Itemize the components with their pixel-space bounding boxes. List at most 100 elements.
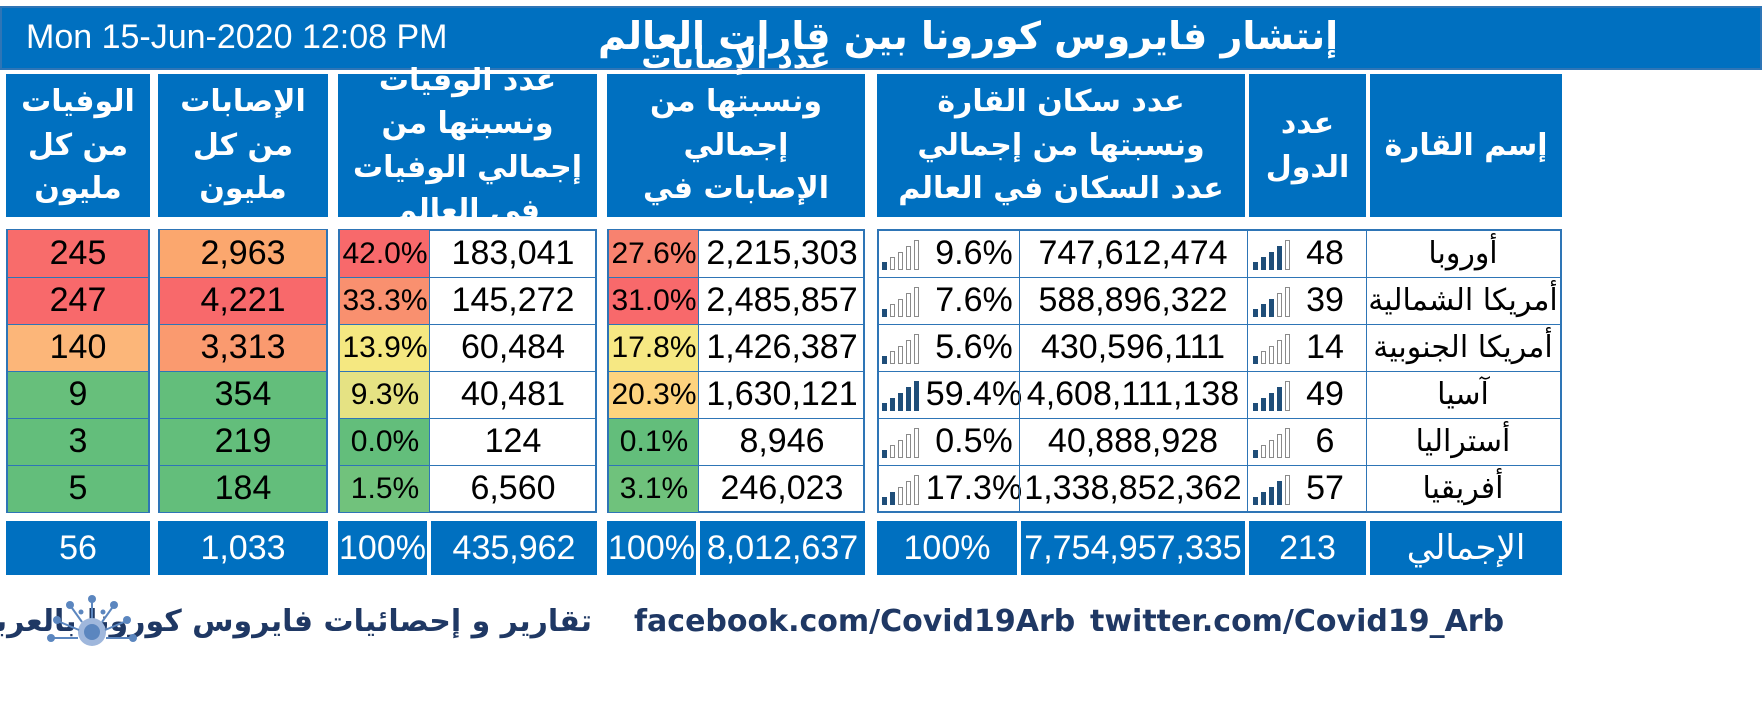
row-divider <box>877 324 1562 325</box>
header-cases: عدد الإصابات ونسبتها من إجمالي الإصابات … <box>607 41 865 250</box>
column-divider <box>698 229 699 513</box>
countries-count: 49 <box>1306 375 1344 413</box>
population: 40,888,928 <box>1047 422 1219 460</box>
header-deaths-per-million: الوفيات من كل مليون <box>6 74 150 217</box>
row-divider <box>6 277 150 278</box>
cases-per-million: 4,221 <box>160 277 326 324</box>
continent-name: أمريكا الجنوبية <box>1373 330 1553 365</box>
countries-count: 39 <box>1306 281 1344 319</box>
cases: 1,630,121 <box>706 375 858 413</box>
continent-name: أفريقيا <box>1422 471 1504 506</box>
deaths: 183,041 <box>451 234 575 272</box>
population: 588,896,322 <box>1038 281 1228 319</box>
row-divider <box>607 371 865 372</box>
twitter-link[interactable]: twitter.com/Covid19_Arb <box>1090 604 1505 639</box>
population-pct: 59.4% <box>925 375 1023 413</box>
row-divider <box>158 418 328 419</box>
row-divider <box>338 418 597 419</box>
row-divider <box>158 277 328 278</box>
population-signal-icon <box>882 238 919 270</box>
title-bar <box>0 6 1762 70</box>
deaths: 6,560 <box>470 469 556 507</box>
countries-signal-icon <box>1253 379 1290 411</box>
totals-cases: 8,012,637 <box>700 521 865 575</box>
row-divider <box>877 418 1562 419</box>
population-pct: 7.6% <box>935 281 1013 319</box>
row-divider <box>877 277 1562 278</box>
cases-pct: 17.8% <box>609 324 699 371</box>
deaths: 124 <box>484 422 542 460</box>
countries-signal-icon <box>1253 473 1290 505</box>
totals-pop-pct: 100% <box>877 521 1017 575</box>
footer-arabic-title: تقارير و إحصائيات فايروس كورونا بالعربي <box>0 604 592 639</box>
column-divider <box>429 229 430 513</box>
continent-name: أستراليا <box>1415 424 1511 459</box>
totals-deaths-pct: 100% <box>338 521 427 575</box>
population: 430,596,111 <box>1040 328 1226 366</box>
population-pct: 5.6% <box>935 328 1013 366</box>
totals-cases-per-million: 1,033 <box>158 521 328 575</box>
cases-pct: 20.3% <box>609 371 699 418</box>
row-divider <box>6 371 150 372</box>
totals-label: الإجمالي <box>1406 528 1526 568</box>
countries-count: 6 <box>1315 422 1335 460</box>
countries-signal-icon <box>1253 332 1290 364</box>
deaths: 60,484 <box>461 328 565 366</box>
deaths-pct: 9.3% <box>340 371 430 418</box>
header-deaths: عدد الوفيات ونسبتها من إجمالي الوفيات في… <box>338 63 597 228</box>
row-divider <box>158 324 328 325</box>
cases: 8,946 <box>739 422 825 460</box>
countries-signal-icon <box>1253 238 1290 270</box>
population-signal-icon <box>882 379 919 411</box>
row-divider <box>877 371 1562 372</box>
cases: 1,426,387 <box>706 328 858 366</box>
population-signal-icon <box>882 285 919 317</box>
row-divider <box>338 371 597 372</box>
countries-signal-icon <box>1253 426 1290 458</box>
population-pct: 17.3% <box>925 469 1023 507</box>
countries-count: 48 <box>1306 234 1344 272</box>
column-divider <box>1247 229 1248 513</box>
countries-count: 57 <box>1306 469 1344 507</box>
population-pct: 0.5% <box>935 422 1013 460</box>
facebook-link[interactable]: facebook.com/Covid19Arb <box>634 604 1076 639</box>
population-pct: 9.6% <box>935 234 1013 272</box>
row-divider <box>338 277 597 278</box>
deaths-pct: 13.9% <box>340 324 430 371</box>
row-divider <box>607 324 865 325</box>
column-divider <box>1019 229 1020 513</box>
continent-name: أوروبا <box>1428 236 1498 271</box>
totals-deaths: 435,962 <box>431 521 597 575</box>
header-continent: إسم القارة <box>1370 74 1562 217</box>
cases-per-million: 184 <box>160 465 326 512</box>
continent-name: آسيا <box>1437 377 1489 412</box>
column-divider <box>1366 229 1367 513</box>
cases-pct: 27.6% <box>609 230 699 277</box>
header-countries: عدد الدول <box>1249 74 1366 217</box>
population-signal-icon <box>882 473 919 505</box>
population-signal-icon <box>882 332 919 364</box>
row-divider <box>607 418 865 419</box>
cases-per-million: 219 <box>160 418 326 465</box>
row-divider <box>6 418 150 419</box>
deaths-pct: 33.3% <box>340 277 430 324</box>
cases: 2,485,857 <box>706 281 858 319</box>
continent-name: أمريكا الشمالية <box>1368 283 1558 318</box>
countries-count: 14 <box>1306 328 1344 366</box>
row-divider <box>158 371 328 372</box>
report-date: Mon 15-Jun-2020 12:08 PM <box>26 18 448 56</box>
header-population: عدد سكان القارة ونسبتها من إجمالي عدد ال… <box>877 74 1245 217</box>
deaths-per-million: 140 <box>8 324 148 371</box>
totals-label-cell <box>1370 521 1562 575</box>
deaths-pct: 42.0% <box>340 230 430 277</box>
cases-per-million: 354 <box>160 371 326 418</box>
header-cases-per-million: الإصابات من كل مليون <box>158 74 328 217</box>
deaths-pct: 1.5% <box>340 465 430 512</box>
row-divider <box>158 465 328 466</box>
cases-per-million: 3,313 <box>160 324 326 371</box>
deaths-per-million: 5 <box>8 465 148 512</box>
deaths: 145,272 <box>451 281 575 319</box>
population: 1,338,852,362 <box>1024 469 1242 507</box>
deaths-per-million: 9 <box>8 371 148 418</box>
cases: 2,215,303 <box>706 234 858 272</box>
